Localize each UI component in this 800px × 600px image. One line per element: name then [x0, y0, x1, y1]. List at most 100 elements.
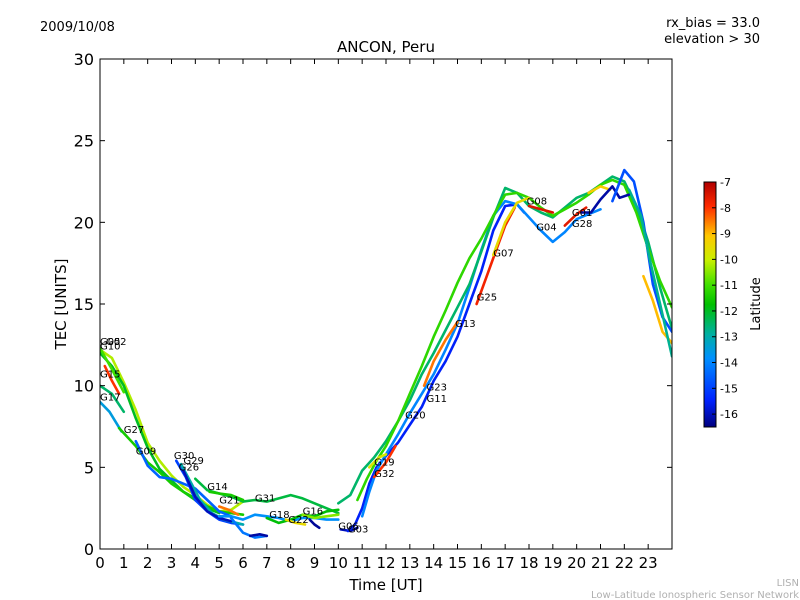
tec-series-line: [527, 204, 555, 214]
x-tick-label: 23: [639, 554, 658, 572]
satellite-label: G16: [303, 507, 323, 518]
satellite-label: G25: [477, 293, 497, 304]
x-tick-label: 14: [424, 554, 443, 572]
footer-network: Low-Latitude Ionospheric Sensor Network: [591, 590, 799, 600]
satellite-label: G26: [179, 463, 199, 474]
y-tick-label: 30: [74, 50, 94, 69]
satellite-label: G06: [338, 521, 358, 532]
x-axis-label: Time [UT]: [348, 576, 422, 594]
colorbar-tick-label: -8: [720, 202, 731, 215]
satellite-label: G30: [174, 451, 194, 462]
satellite-label: G10: [100, 342, 120, 353]
x-tick-label: 13: [400, 554, 419, 572]
x-tick-label: 5: [214, 554, 224, 572]
satellite-label: G17: [100, 392, 120, 403]
satellite-label: G28: [572, 219, 592, 230]
y-tick-label: 25: [74, 132, 94, 151]
tec-series-line: [103, 364, 121, 396]
satellite-label: G29: [183, 456, 203, 467]
rx-bias-label: rx_bias = 33.0: [666, 16, 760, 31]
colorbar-gradient: [703, 181, 717, 428]
colorbar-tick-label: -14: [720, 357, 738, 370]
colorbar-tick-label: -12: [720, 305, 738, 318]
x-tick-label: 9: [310, 554, 320, 572]
x-tick-label: 10: [329, 554, 348, 572]
satellite-label: G22: [288, 515, 308, 526]
series-layer: [100, 168, 672, 539]
satellite-label: G04: [536, 223, 556, 234]
footer-lisn: LISN: [777, 578, 799, 589]
tec-series-line: [301, 513, 340, 520]
colorbar-tick-label: -9: [720, 228, 731, 241]
colorbar-tick-label: -15: [720, 382, 738, 395]
x-tick-label: 15: [448, 554, 467, 572]
x-tick-label: 16: [472, 554, 491, 572]
x-tick-label: 22: [615, 554, 634, 572]
tec-series-line: [368, 453, 388, 469]
x-tick-label: 7: [262, 554, 272, 572]
satellite-label: G32: [374, 469, 394, 480]
tec-series-line: [356, 178, 672, 502]
satellite-label: G19: [374, 458, 394, 469]
colorbar-tick-label: -16: [720, 408, 738, 421]
colorbar-tick-label: -7: [720, 176, 731, 189]
satellite-label: G27: [124, 425, 144, 436]
satellite-label: G03: [348, 525, 368, 536]
satellite-label: G07: [493, 249, 513, 260]
colorbar-tick-label: -10: [720, 253, 738, 266]
satellite-label: G11: [427, 394, 447, 405]
x-tick-label: 1: [119, 554, 129, 572]
y-tick-label: 10: [74, 377, 94, 396]
tec-series-line: [217, 505, 240, 516]
colorbar-ticks: -7 -8 -9 -10 -11 -12 -13 -14 -15 -16: [712, 176, 738, 421]
tec-series-line: [308, 518, 321, 530]
tec-series-line: [611, 168, 672, 334]
x-tick-label: 2: [143, 554, 153, 572]
satellite-label: G23: [427, 383, 447, 394]
tec-series-line: [248, 533, 269, 538]
x-tick-label: 18: [519, 554, 538, 572]
tec-series-line: [284, 518, 307, 526]
tec-series-line: [134, 439, 233, 518]
x-tick-label: 8: [286, 554, 296, 572]
tec-series-line: [492, 196, 531, 257]
y-tick-label: 15: [74, 295, 94, 314]
x-tick-label: 0: [95, 554, 105, 572]
x-tick-label: 17: [496, 554, 515, 572]
x-tick-label: 4: [191, 554, 201, 572]
satellite-label: G13: [455, 319, 475, 330]
y-axis: 0 5 10 15 20 25 30: [74, 50, 672, 559]
satellite-label: G05: [100, 337, 120, 348]
x-tick-label: 19: [543, 554, 562, 572]
satellite-label: G20: [405, 410, 425, 421]
x-tick-label: 3: [167, 554, 177, 572]
satellite-label: G08: [527, 196, 547, 207]
x-tick-label: 6: [238, 554, 248, 572]
colorbar-tick-label: -13: [720, 331, 738, 344]
satellite-label: G18: [269, 510, 289, 521]
x-tick-label: 11: [353, 554, 372, 572]
x-axis: 0 1 2 3 4 5 6 7 8 9 10 11 12 13 14 15 16 17 18 19 20 21 22 23: [95, 59, 658, 572]
satellite-label: G14: [207, 482, 227, 493]
tec-series-line: [182, 469, 233, 523]
tec-series-line: [422, 320, 459, 387]
x-tick-label: 12: [376, 554, 395, 572]
tec-series-line: [100, 400, 123, 433]
satellite-label: G09: [136, 446, 156, 457]
satellite-label: G31: [255, 494, 275, 505]
tec-series-line: [580, 185, 631, 214]
satellite-label: G02: [106, 337, 126, 348]
tec-series-line: [339, 526, 359, 533]
y-axis-label: TEC [UNITS]: [52, 259, 70, 351]
x-tick-label: 21: [591, 554, 610, 572]
x-tick-label: 20: [567, 554, 586, 572]
tec-series-line: [563, 206, 588, 227]
colorbar-label: Latitude: [749, 277, 764, 331]
tec-series-line: [229, 516, 269, 539]
y-tick-label: 20: [74, 213, 94, 232]
elevation-label: elevation > 30: [664, 32, 760, 47]
tec-series-line: [100, 346, 126, 394]
tec-series-line: [208, 490, 245, 502]
